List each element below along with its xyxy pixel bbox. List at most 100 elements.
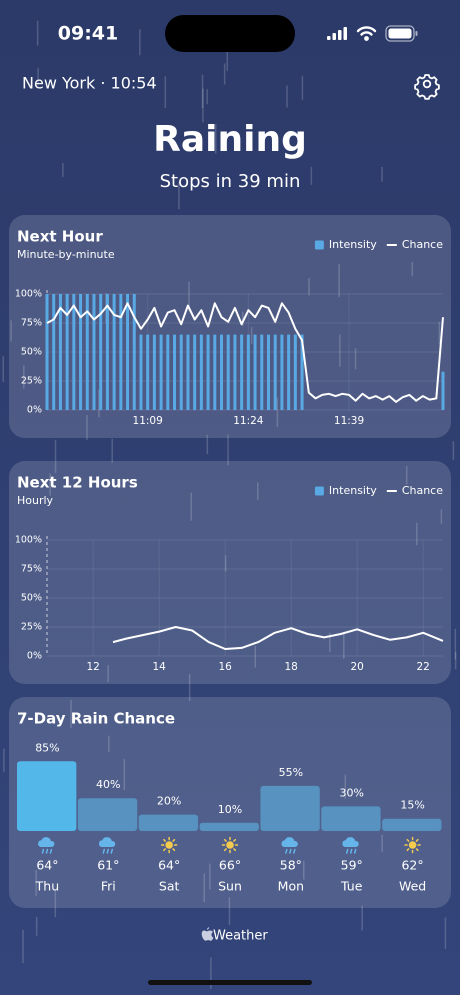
y-tick-label: 100% bbox=[15, 535, 42, 546]
intensity-bar bbox=[79, 294, 83, 410]
day-label: Sun bbox=[218, 879, 242, 894]
legend-label: Chance bbox=[402, 484, 443, 497]
dynamic-island bbox=[165, 15, 295, 52]
drop bbox=[49, 848, 53, 854]
x-tick-label: 16 bbox=[219, 661, 233, 673]
x-tick-label: 11:24 bbox=[233, 415, 264, 427]
intensity-bar bbox=[246, 334, 250, 410]
chart: Next 12 Hours Hourly Chance Intensity 0% 25% 5… bbox=[15, 474, 444, 673]
x-tick-label: 11:09 bbox=[133, 415, 163, 427]
temperature: 64° bbox=[158, 858, 180, 873]
rain-layer bbox=[2, 20, 457, 990]
bar bbox=[382, 818, 442, 831]
intensity-bar bbox=[139, 334, 143, 410]
intensity-bar bbox=[293, 334, 297, 410]
card bbox=[9, 697, 451, 908]
card bbox=[9, 461, 451, 684]
day-label: Wed bbox=[399, 879, 426, 894]
intensity-bar bbox=[266, 334, 270, 410]
drop bbox=[293, 848, 296, 854]
drop bbox=[289, 848, 292, 854]
intensity-bar bbox=[92, 294, 96, 410]
value-label: 85% bbox=[35, 741, 59, 754]
cloud bbox=[342, 837, 359, 847]
settings-button[interactable] bbox=[414, 74, 440, 100]
sun-ray bbox=[172, 848, 176, 852]
legend-swatch bbox=[314, 486, 324, 496]
intensity-bar bbox=[132, 294, 136, 410]
sun-ray bbox=[223, 838, 227, 842]
apple-logo bbox=[201, 927, 214, 941]
temperature: 64° bbox=[36, 858, 58, 873]
bar bbox=[17, 761, 77, 831]
status-time: 09:41 bbox=[58, 23, 118, 45]
sun-ray bbox=[163, 838, 167, 842]
x-tick-label: 14 bbox=[153, 661, 167, 673]
drop bbox=[353, 848, 357, 854]
home-indicator bbox=[148, 980, 312, 985]
x-tick-label: 18 bbox=[285, 661, 298, 673]
drop bbox=[285, 848, 288, 854]
location-time: New York · 10:54 bbox=[22, 74, 157, 93]
value-label: 40% bbox=[96, 778, 120, 791]
intensity-bar bbox=[441, 371, 445, 410]
chance-line bbox=[112, 626, 444, 650]
drop bbox=[106, 848, 110, 854]
bar bbox=[199, 822, 259, 831]
charts: Next Hour Minute-by-minute Chance Intensity… bbox=[9, 215, 451, 908]
day-label: Thu bbox=[35, 879, 59, 894]
intensity-bar bbox=[186, 334, 190, 410]
y-tick-label: 50% bbox=[21, 593, 42, 604]
y-tick-label: 25% bbox=[21, 376, 42, 387]
sun-ray bbox=[406, 848, 410, 852]
temperature: 61° bbox=[97, 858, 119, 873]
intensity-bar bbox=[159, 334, 163, 410]
cloud bbox=[38, 837, 55, 847]
sun bbox=[226, 841, 234, 849]
wifi-icon bbox=[356, 26, 377, 41]
y-tick-label: 100% bbox=[15, 289, 42, 300]
legend-label: Intensity bbox=[329, 484, 377, 497]
y-tick-label: 50% bbox=[21, 347, 42, 358]
intensity-bar bbox=[193, 334, 197, 410]
legend-swatch bbox=[314, 240, 324, 250]
weather-icon bbox=[98, 837, 116, 854]
intensity-bar bbox=[253, 334, 257, 410]
sun bbox=[165, 841, 173, 849]
intensity-bar bbox=[99, 294, 103, 410]
intensity-bar bbox=[280, 334, 284, 410]
intensity-bar bbox=[287, 334, 291, 410]
intensity-bar bbox=[72, 294, 76, 410]
cloud bbox=[98, 837, 116, 847]
value-label: 20% bbox=[157, 795, 181, 808]
temperature: 66° bbox=[219, 858, 241, 873]
weather-icon bbox=[221, 836, 239, 854]
chart-title: Next 12 Hours bbox=[17, 474, 138, 492]
intensity-bar bbox=[119, 294, 123, 410]
x-tick-label: 22 bbox=[417, 661, 430, 673]
value-label: 15% bbox=[400, 799, 424, 812]
chart-subtitle: Hourly bbox=[17, 494, 54, 507]
signal-icon bbox=[327, 27, 347, 40]
sun-ray bbox=[223, 848, 227, 852]
intensity-bar bbox=[226, 334, 230, 410]
value-label: 10% bbox=[218, 803, 242, 816]
intensity-bar bbox=[152, 334, 156, 410]
intensity-bar bbox=[65, 294, 69, 410]
battery-icon bbox=[385, 25, 418, 42]
weather-icon bbox=[404, 836, 421, 854]
x-tick-label: 20 bbox=[351, 661, 364, 673]
sun-ray bbox=[172, 838, 176, 842]
cloud bbox=[281, 837, 298, 847]
intensity-bar bbox=[213, 334, 217, 410]
y-tick-label: 0% bbox=[27, 405, 42, 416]
bar bbox=[77, 798, 138, 831]
legend-label: Intensity bbox=[329, 238, 377, 251]
drop bbox=[345, 848, 349, 854]
day-label: Fri bbox=[101, 879, 116, 894]
day-label: Tue bbox=[340, 879, 363, 894]
chance-line bbox=[46, 302, 444, 403]
intensity-bar bbox=[220, 334, 224, 410]
day-label: Mon bbox=[278, 879, 304, 894]
bar bbox=[260, 785, 320, 831]
